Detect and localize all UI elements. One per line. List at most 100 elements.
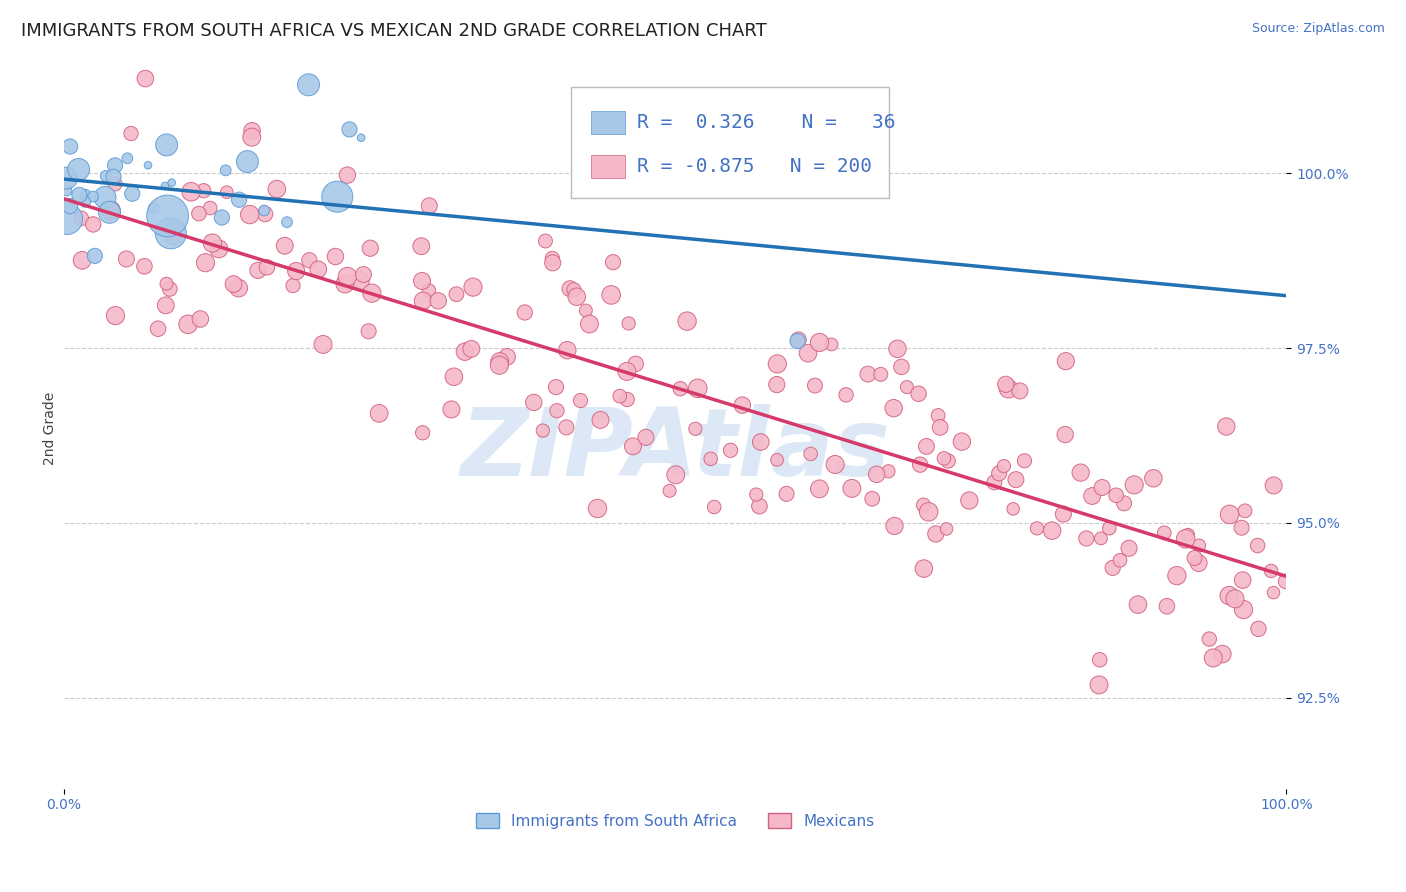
Point — [222, 277, 245, 291]
Point — [994, 377, 1017, 392]
Point — [745, 487, 768, 501]
Point — [97, 202, 120, 216]
Point — [1233, 504, 1256, 518]
Point — [925, 527, 948, 541]
Point — [935, 522, 957, 536]
FancyBboxPatch shape — [571, 87, 889, 198]
Point — [555, 343, 578, 358]
Point — [240, 130, 263, 145]
Point — [82, 189, 104, 203]
Point — [193, 184, 215, 198]
Point — [307, 262, 329, 277]
Point — [1232, 602, 1254, 616]
Point — [1211, 647, 1233, 661]
Point — [75, 187, 97, 202]
Point — [160, 176, 183, 190]
Point — [155, 277, 177, 291]
Point — [1274, 574, 1296, 589]
Point — [932, 451, 955, 466]
Point — [912, 498, 935, 512]
Point — [190, 312, 212, 326]
Point — [246, 263, 269, 277]
Point — [239, 208, 262, 222]
FancyBboxPatch shape — [591, 155, 624, 178]
Point — [228, 193, 250, 207]
Point — [835, 388, 858, 402]
Point — [883, 519, 905, 533]
Point — [1174, 532, 1197, 546]
Point — [1232, 573, 1254, 587]
Point — [841, 482, 863, 496]
Point — [236, 154, 259, 169]
Point — [749, 435, 772, 450]
Point — [1223, 591, 1246, 606]
Point — [98, 205, 121, 219]
Point — [634, 430, 657, 444]
Point — [658, 483, 681, 498]
Point — [616, 364, 638, 378]
Point — [1263, 585, 1285, 599]
Point — [134, 260, 156, 274]
Text: R =  0.326    N =   36: R = 0.326 N = 36 — [637, 112, 896, 132]
Point — [1076, 532, 1098, 546]
Point — [575, 303, 598, 318]
Point — [1260, 564, 1282, 578]
Legend: Immigrants from South Africa, Mexicans: Immigrants from South Africa, Mexicans — [470, 806, 880, 835]
Point — [1052, 507, 1074, 521]
Point — [1218, 589, 1240, 603]
Point — [1215, 419, 1237, 434]
Point — [908, 458, 931, 472]
Point — [1219, 508, 1241, 522]
Point — [103, 169, 125, 184]
Point — [412, 425, 434, 440]
Point — [488, 354, 510, 368]
Point — [361, 286, 384, 301]
Point — [266, 182, 288, 196]
Point — [555, 420, 578, 434]
Point — [446, 287, 468, 301]
Point — [70, 253, 93, 268]
Point — [1188, 556, 1211, 570]
Point — [797, 346, 820, 360]
Point — [357, 324, 380, 338]
Point — [1184, 551, 1206, 566]
Point — [215, 163, 238, 178]
Point — [787, 333, 810, 347]
Point — [336, 168, 359, 182]
Point — [339, 122, 361, 136]
Point — [198, 201, 221, 215]
Point — [411, 274, 433, 288]
Point — [326, 190, 349, 204]
Point — [440, 402, 463, 417]
Point — [699, 451, 721, 466]
Point — [929, 420, 952, 434]
Point — [1263, 478, 1285, 492]
Point — [686, 381, 709, 395]
Text: ZIPAtlas: ZIPAtlas — [460, 404, 890, 496]
Point — [1088, 653, 1111, 667]
Y-axis label: 2nd Grade: 2nd Grade — [44, 392, 58, 465]
Point — [134, 71, 156, 86]
Point — [368, 406, 391, 420]
Point — [70, 211, 93, 226]
Point — [775, 487, 797, 501]
Point — [856, 367, 879, 381]
Point — [120, 127, 142, 141]
Point — [1202, 651, 1225, 665]
Point — [180, 185, 202, 199]
Point — [104, 309, 127, 323]
Point — [297, 78, 319, 92]
Point — [67, 162, 90, 177]
Point — [589, 413, 612, 427]
Point — [546, 403, 568, 417]
Point — [808, 482, 831, 496]
Point — [285, 264, 308, 278]
Point — [523, 395, 546, 409]
Point — [600, 288, 623, 302]
Point — [621, 439, 644, 453]
Point — [353, 268, 375, 282]
Point — [617, 317, 640, 331]
Point — [208, 242, 231, 256]
Point — [1081, 489, 1104, 503]
Point — [59, 199, 82, 213]
